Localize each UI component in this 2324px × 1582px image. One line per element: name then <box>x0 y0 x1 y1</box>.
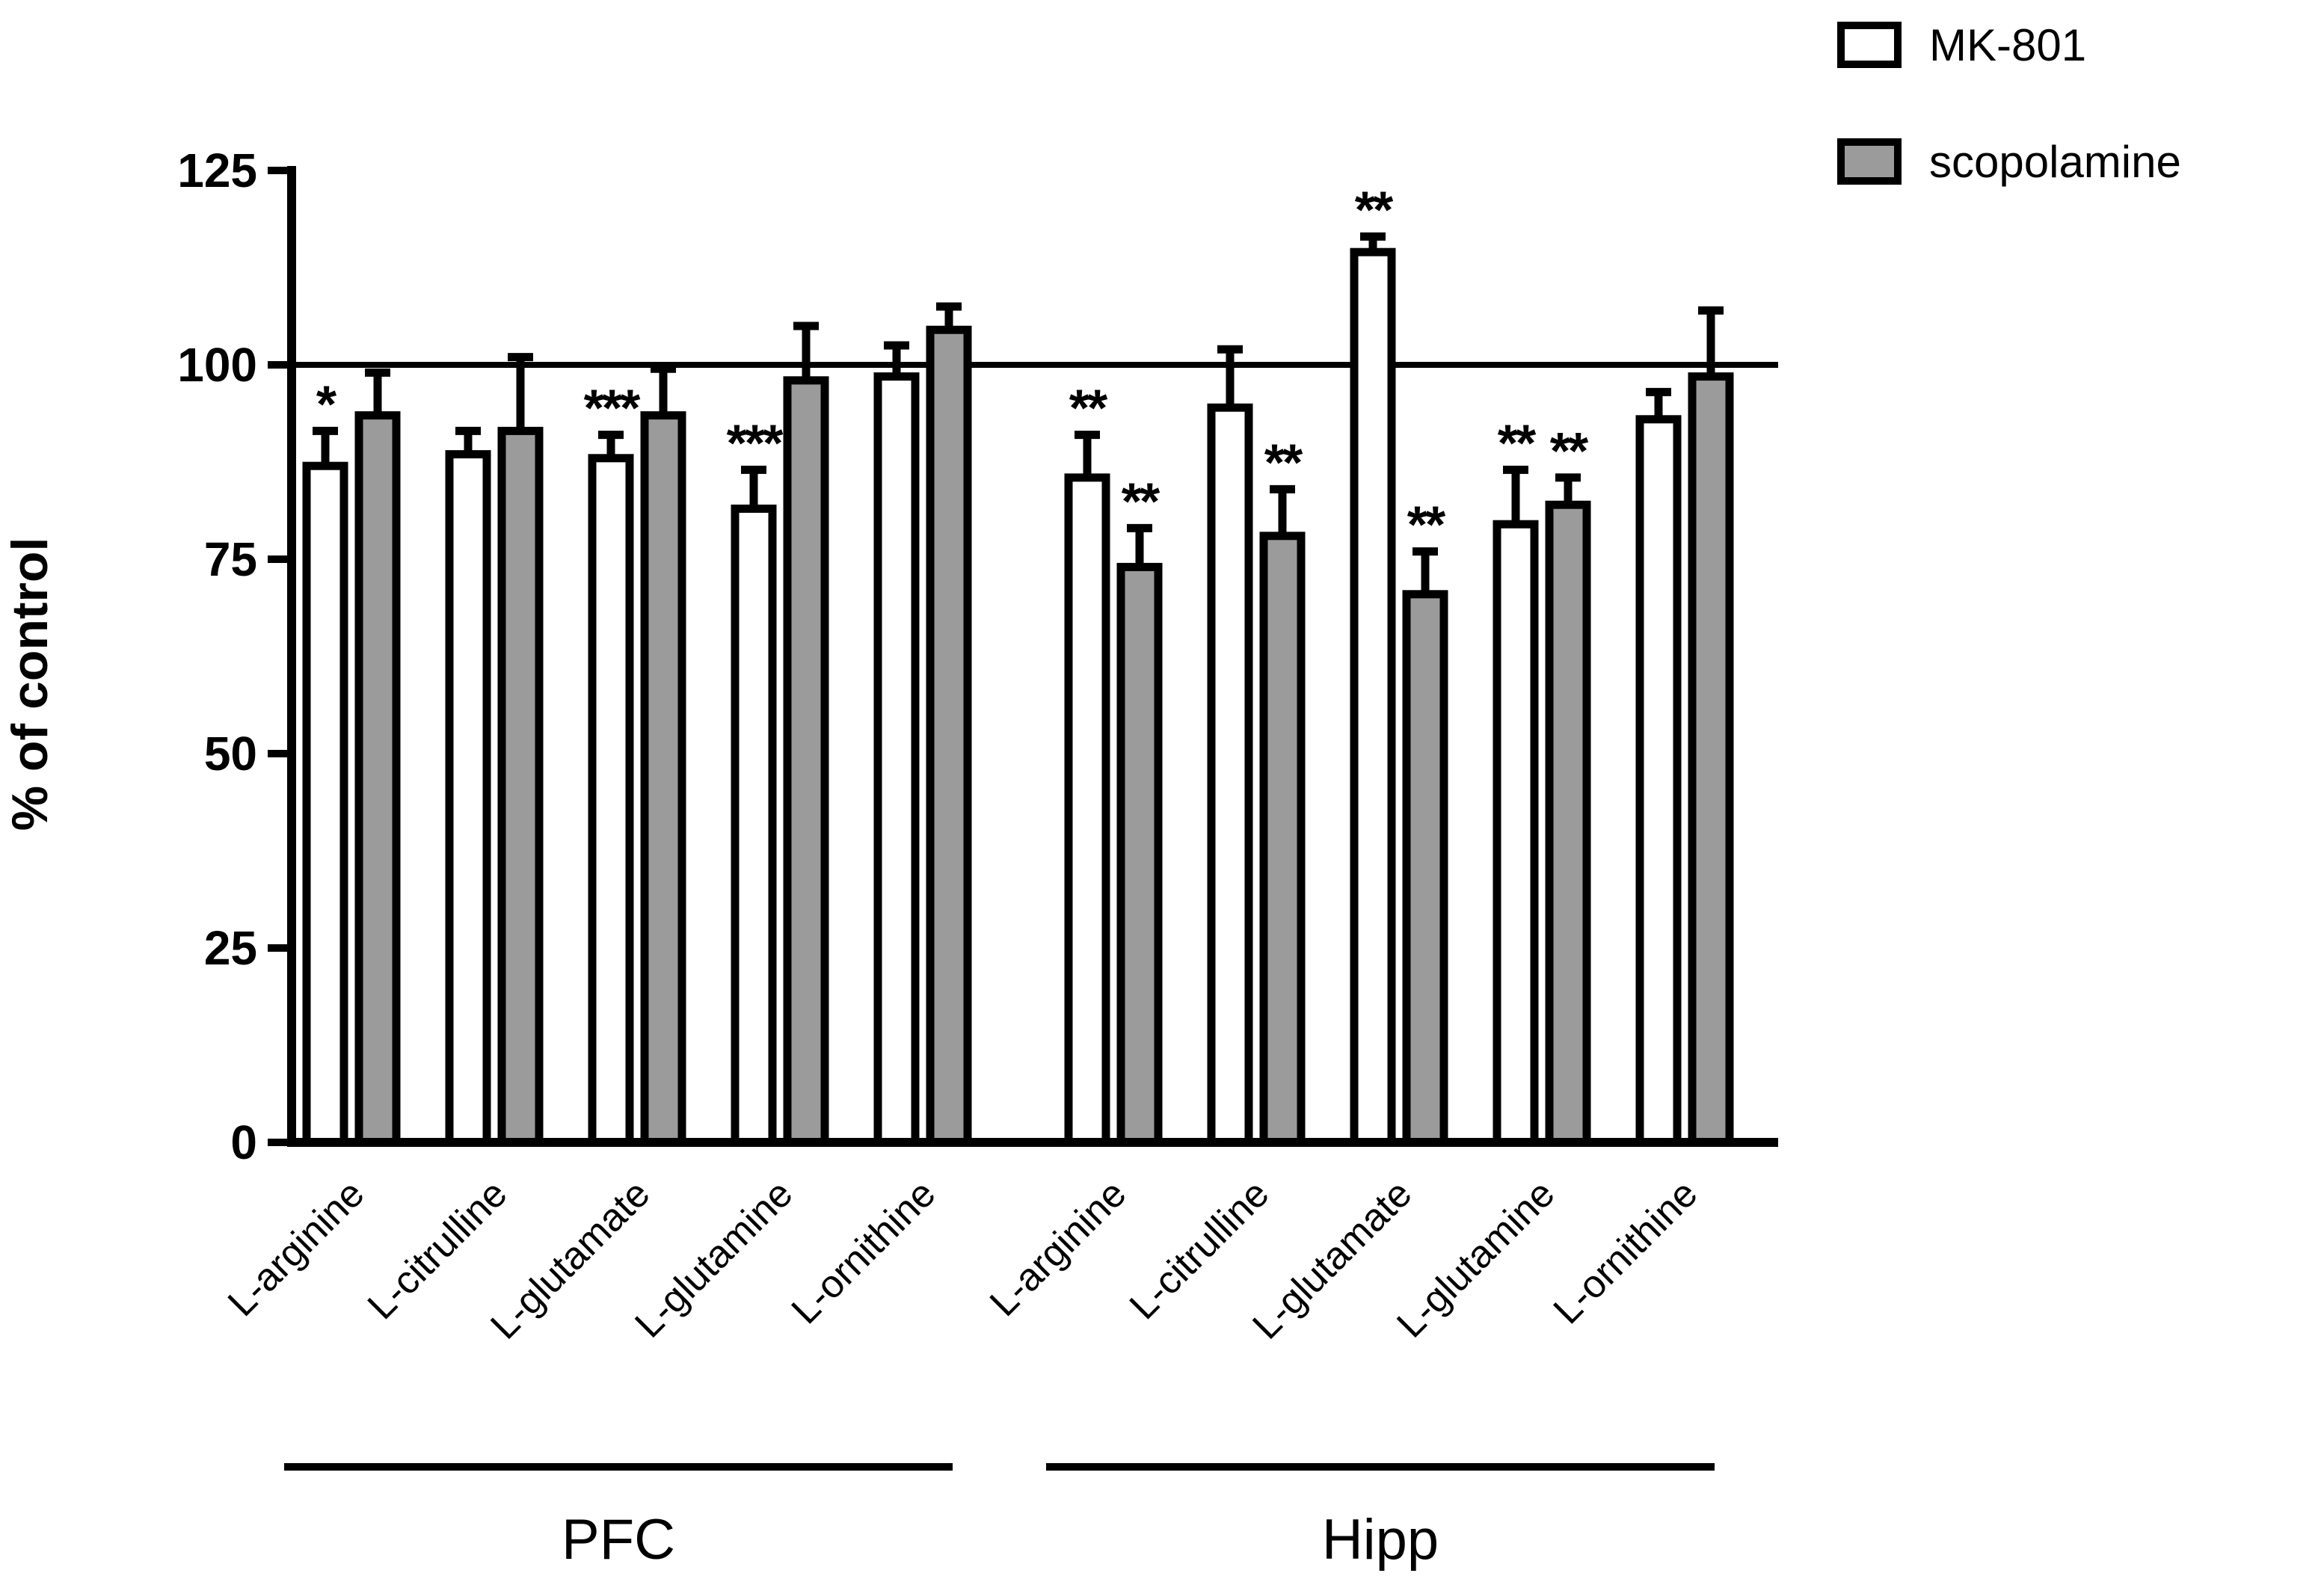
x-label-Hipp-L-citrulline: L-citrulline <box>1122 1172 1278 1328</box>
bar-MK-801-Hipp-L-citrulline <box>1207 403 1253 1147</box>
x-label-Hipp-L-ornithine: L-ornithine <box>1546 1172 1706 1332</box>
significance-scopolamine-Hipp-L-citrulline: ** <box>1264 433 1303 491</box>
legend-label-scopolamine: scopolamine <box>1929 137 2181 187</box>
bar-group-PFC-L-glutamate: *** <box>584 364 686 1147</box>
bar-MK-801-PFC-L-glutamate <box>588 454 634 1147</box>
error-bar-MK-801-PFC-L-ornithine <box>884 341 909 375</box>
legend-swatch-MK-801 <box>1837 22 1902 68</box>
error-bar-MK-801-Hipp-L-glutamate <box>1360 232 1386 251</box>
x-label-PFC-L-ornithine: L-ornithine <box>784 1172 944 1332</box>
error-bar-scopolamine-PFC-L-glutamine <box>793 321 819 379</box>
y-tick-label-25: 25 <box>204 921 257 975</box>
error-bar-scopolamine-PFC-L-arginine <box>365 368 390 414</box>
error-bar-MK-801-PFC-L-glutamine <box>741 465 766 508</box>
bar-scopolamine-PFC-L-arginine <box>354 411 401 1147</box>
bar-group-PFC-L-glutamine: *** <box>727 321 829 1147</box>
legend-label-MK-801: MK-801 <box>1929 20 2086 70</box>
bar-scopolamine-Hipp-L-citrulline <box>1259 532 1306 1147</box>
error-bar-scopolamine-PFC-L-citrulline <box>508 353 533 430</box>
significance-scopolamine-Hipp-L-glutamate: ** <box>1407 496 1446 554</box>
error-bar-MK-801-Hipp-L-arginine <box>1075 431 1100 476</box>
significance-MK-801-PFC-L-arginine: * <box>316 375 337 433</box>
significance-MK-801-Hipp-L-glutamate: ** <box>1355 180 1394 238</box>
bar-MK-801-PFC-L-glutamine <box>731 504 777 1147</box>
y-tick-label-0: 0 <box>230 1115 257 1169</box>
bar-group-Hipp-L-ornithine <box>1635 306 1734 1147</box>
error-bar-scopolamine-PFC-L-ornithine <box>936 302 962 329</box>
legend-item-MK-801: MK-801 <box>1837 20 2086 70</box>
significance-MK-801-PFC-L-glutamate: *** <box>584 379 641 437</box>
bar-group-Hipp-L-arginine: **** <box>1064 379 1163 1147</box>
error-bar-scopolamine-Hipp-L-ornithine <box>1698 306 1724 375</box>
error-bar-scopolamine-Hipp-L-arginine <box>1127 523 1152 566</box>
bar-scopolamine-PFC-L-citrulline <box>497 426 544 1147</box>
bar-scopolamine-PFC-L-glutamate <box>640 411 686 1147</box>
bar-MK-801-PFC-L-ornithine <box>873 372 920 1147</box>
bar-group-Hipp-L-glutamate: ** ** <box>1350 180 1448 1147</box>
significance-scopolamine-Hipp-L-glutamine: ** <box>1550 422 1589 480</box>
bar-MK-801-Hipp-L-glutamate <box>1350 247 1396 1147</box>
y-axis-title: % of control <box>1 538 58 831</box>
error-bar-scopolamine-PFC-L-glutamate <box>651 364 676 414</box>
x-label-PFC-L-arginine: L-arginine <box>220 1172 373 1325</box>
error-bar-MK-801-Hipp-L-glutamine <box>1503 465 1528 523</box>
bar-MK-801-Hipp-L-ornithine <box>1635 415 1682 1147</box>
significance-scopolamine-Hipp-L-arginine: ** <box>1122 472 1161 530</box>
y-tick-label-100: 100 <box>177 338 257 392</box>
legend-item-scopolamine: scopolamine <box>1837 137 2181 187</box>
x-label-PFC-L-citrulline: L-citrulline <box>360 1172 516 1328</box>
region-label-PFC: PFC <box>562 1508 675 1572</box>
significance-MK-801-Hipp-L-arginine: ** <box>1069 379 1108 437</box>
region-group-Hipp: Hipp <box>1046 1463 1715 1572</box>
y-tick-label-50: 50 <box>204 727 257 781</box>
error-bar-MK-801-Hipp-L-ornithine <box>1646 387 1671 418</box>
bar-scopolamine-PFC-L-ornithine <box>926 325 972 1147</box>
x-label-Hipp-L-arginine: L-arginine <box>982 1172 1135 1325</box>
bar-group-PFC-L-ornithine <box>873 302 972 1147</box>
y-tick-label-75: 75 <box>204 532 257 586</box>
bar-MK-801-PFC-L-citrulline <box>445 450 491 1147</box>
error-bar-scopolamine-Hipp-L-glutamine <box>1555 473 1581 504</box>
error-bar-MK-801-PFC-L-arginine <box>313 426 338 465</box>
bar-scopolamine-Hipp-L-glutamate <box>1402 590 1448 1147</box>
bar-group-PFC-L-citrulline <box>445 353 544 1147</box>
bar-scopolamine-Hipp-L-ornithine <box>1688 372 1734 1147</box>
bar-group-Hipp-L-glutamine: ** ** <box>1493 413 1591 1147</box>
bar-scopolamine-Hipp-L-arginine <box>1116 562 1163 1147</box>
region-group-PFC: PFC <box>284 1463 953 1572</box>
significance-MK-801-PFC-L-glutamine: *** <box>727 413 784 472</box>
legend-swatch-scopolamine <box>1837 138 1902 185</box>
region-label-Hipp: Hipp <box>1322 1508 1439 1572</box>
bar-scopolamine-PFC-L-glutamine <box>783 376 829 1147</box>
bar-scopolamine-Hipp-L-glutamine <box>1545 500 1591 1147</box>
legend: MK-801 scopolamine <box>1837 20 2181 187</box>
bar-group-Hipp-L-citrulline: ** <box>1207 345 1306 1147</box>
bar-MK-801-Hipp-L-arginine <box>1064 473 1110 1147</box>
axes: 0 25 50 75 100 125 % of control <box>1 144 1778 1169</box>
bar-group-PFC-L-arginine: * <box>302 368 401 1147</box>
error-bar-scopolamine-Hipp-L-citrulline <box>1270 484 1295 535</box>
y-tick-label-125: 125 <box>177 144 257 197</box>
error-bar-scopolamine-Hipp-L-glutamate <box>1412 547 1438 593</box>
error-bar-MK-801-PFC-L-glutamate <box>598 431 624 457</box>
significance-MK-801-Hipp-L-glutamine: ** <box>1498 413 1537 472</box>
bar-MK-801-PFC-L-arginine <box>302 461 348 1147</box>
bar-MK-801-Hipp-L-glutamine <box>1493 520 1539 1147</box>
error-bar-MK-801-PFC-L-citrulline <box>455 426 481 453</box>
error-bar-MK-801-Hipp-L-citrulline <box>1217 345 1243 407</box>
